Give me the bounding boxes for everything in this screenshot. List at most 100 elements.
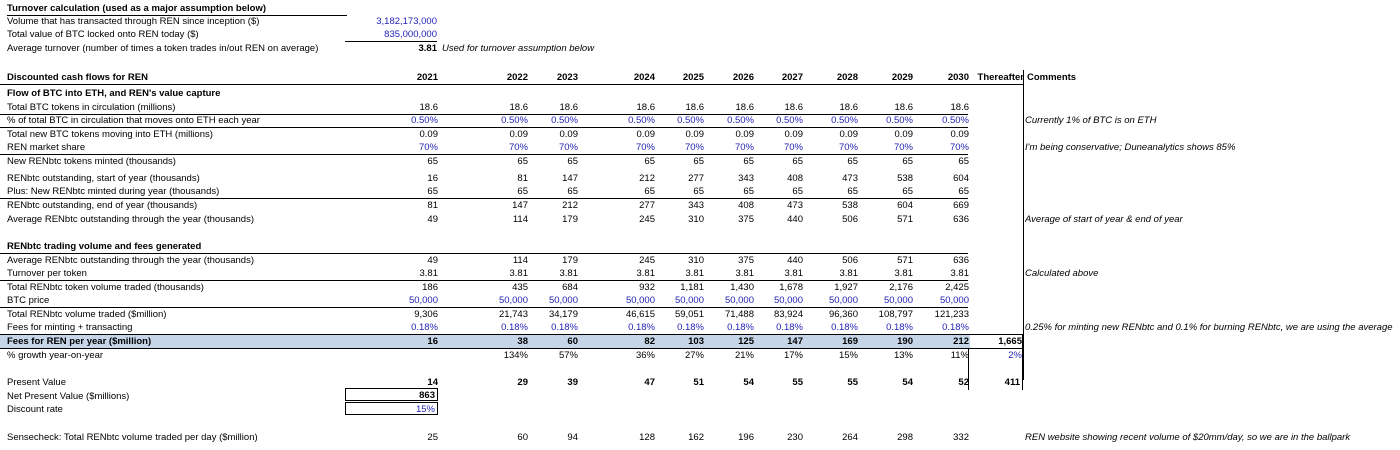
input-cell[interactable]: 70% (783, 142, 803, 153)
input-cell[interactable]: 70% (508, 142, 528, 153)
cell: 125 (738, 336, 754, 347)
cell: 190 (897, 336, 913, 347)
cell: 65 (958, 156, 969, 167)
input-cell[interactable]: 50,000 (674, 295, 704, 306)
input-cell[interactable]: 0.18% (677, 322, 704, 333)
input-cell[interactable]: 0.18% (551, 322, 578, 333)
cell: 408 (738, 200, 754, 211)
cell: 103 (688, 336, 704, 347)
cell: 0.09 (735, 129, 755, 140)
input-cell[interactable]: 50,000 (625, 295, 655, 306)
cell: 230 (787, 432, 803, 443)
input-cell[interactable]: 70% (558, 142, 578, 153)
cell: 604 (897, 200, 913, 211)
cell: 65 (693, 156, 704, 167)
cell: 36% (635, 350, 655, 361)
year-header: 2027 (781, 72, 803, 83)
dcf-header-row: Discounted cash flows for REN 2021 2022 … (0, 71, 1400, 84)
input-cell[interactable]: 70% (838, 142, 858, 153)
input-cell[interactable]: 50,000 (724, 295, 754, 306)
input-cell[interactable]: 0.50% (727, 115, 754, 126)
row-rule (0, 334, 1022, 335)
table-row: Plus: New RENbtc minted during year (tho… (0, 185, 1400, 198)
input-cell[interactable]: 0.50% (551, 115, 578, 126)
cell: 162 (688, 432, 704, 443)
row-label: Turnover per token (7, 268, 87, 279)
input-cell[interactable]: 70% (684, 142, 704, 153)
row-label: Sensecheck: Total RENbtc volume traded p… (7, 432, 258, 443)
npv-cell: 863 (345, 388, 438, 401)
input-cell[interactable]: 0.50% (501, 115, 528, 126)
cell: 38 (517, 336, 528, 347)
input-cell[interactable]: 0.18% (411, 322, 438, 333)
cell: 65 (847, 156, 858, 167)
input-cell[interactable]: 0.18% (776, 322, 803, 333)
input-cell[interactable]: 70% (949, 142, 969, 153)
input-cell[interactable]: 0.50% (942, 115, 969, 126)
turnover-value[interactable]: 3.81 (418, 43, 438, 54)
row-rule (0, 307, 968, 308)
cell: 669 (953, 200, 969, 211)
input-cell[interactable]: 0.18% (831, 322, 858, 333)
input-cell[interactable]: 50,000 (773, 295, 803, 306)
turnover-label: Volume that has transacted through REN s… (7, 16, 260, 27)
input-cell[interactable]: 0.50% (628, 115, 655, 126)
row-rule (0, 280, 968, 281)
input-cell[interactable]: 70% (893, 142, 913, 153)
input-cell[interactable]: 0.50% (677, 115, 704, 126)
input-cell[interactable]: 70% (418, 142, 438, 153)
cell: 0.09 (559, 129, 579, 140)
npv-row: Net Present Value ($millions) (0, 390, 1400, 403)
cell: 134% (503, 350, 528, 361)
input-cell[interactable]: 50,000 (498, 295, 528, 306)
input-cell[interactable]: 50,000 (828, 295, 858, 306)
cell: 34,179 (548, 309, 578, 320)
cell: 65 (792, 186, 803, 197)
row-rule (0, 127, 968, 128)
input-cell[interactable]: 50,000 (883, 295, 913, 306)
turnover-value[interactable]: 3,182,173,000 (376, 16, 437, 27)
row-label: Total RENbtc token volume traded (thousa… (7, 282, 204, 293)
input-cell[interactable]: 0.18% (501, 322, 528, 333)
input-cell[interactable]: 50,000 (548, 295, 578, 306)
cell: 298 (897, 432, 913, 443)
input-cell[interactable]: 0.18% (628, 322, 655, 333)
input-cell[interactable]: 0.50% (776, 115, 803, 126)
year-header: 2028 (836, 72, 858, 83)
input-cell[interactable]: 0.18% (942, 322, 969, 333)
input-cell[interactable]: 70% (734, 142, 754, 153)
input-cell[interactable]: 0.50% (831, 115, 858, 126)
row-label: Present Value (7, 377, 66, 388)
cell: 212 (639, 173, 655, 184)
row-label: Net Present Value ($millions) (7, 391, 130, 402)
turnover-value[interactable]: 835,000,000 (345, 28, 437, 42)
present-value-row: Present Value 14 29 39 47 51 54 55 55 54… (0, 376, 1400, 389)
cell: 51 (693, 377, 704, 388)
cell: 343 (688, 200, 704, 211)
cell: 506 (842, 214, 858, 225)
comments-divider (1023, 70, 1024, 380)
input-cell[interactable]: 2% (1008, 350, 1022, 361)
cell: 121,233 (934, 309, 969, 320)
input-cell[interactable]: 0.18% (727, 322, 754, 333)
cell: 54 (743, 377, 754, 388)
input-cell[interactable]: 70% (635, 142, 655, 153)
cell: 3.81 (419, 268, 439, 279)
cell: 3.81 (735, 268, 755, 279)
section1-title: Flow of BTC into ETH, and REN's value ca… (7, 88, 221, 99)
cell: 2,176 (889, 282, 913, 293)
turnover-note: Used for turnover assumption below (442, 43, 595, 54)
cell: 65 (427, 156, 438, 167)
input-cell[interactable]: 50,000 (939, 295, 969, 306)
input-cell[interactable]: 0.50% (411, 115, 438, 126)
cell: 604 (953, 173, 969, 184)
table-row: RENbtc outstanding, end of year (thousan… (0, 199, 1400, 212)
cell: 9,306 (414, 309, 438, 320)
input-cell[interactable]: 0.50% (886, 115, 913, 126)
input-cell[interactable]: 50,000 (408, 295, 438, 306)
cell: 47 (644, 377, 655, 388)
cell: 65 (902, 156, 913, 167)
fees-row: Fees for REN per year ($million) 16 38 6… (0, 335, 1022, 348)
discount-rate-input[interactable]: 15% (345, 402, 438, 415)
input-cell[interactable]: 0.18% (886, 322, 913, 333)
